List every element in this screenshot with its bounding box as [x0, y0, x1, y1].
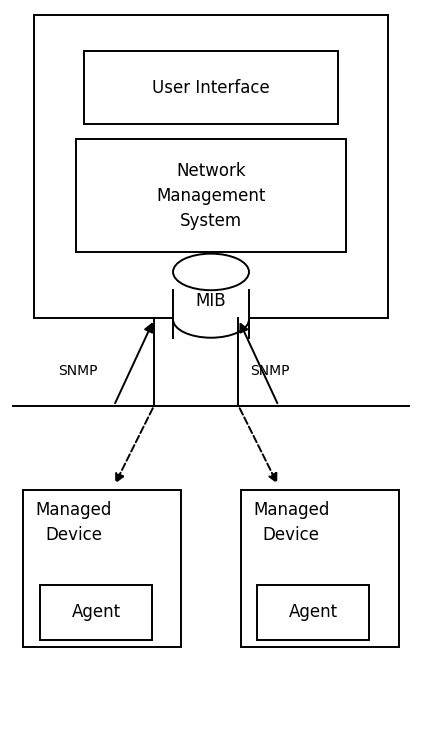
Text: Agent: Agent — [289, 603, 338, 621]
Text: Network
Management
System: Network Management System — [156, 162, 266, 230]
Bar — [84, 51, 338, 124]
Bar — [241, 490, 399, 647]
Bar — [76, 139, 346, 252]
Text: Managed
Device: Managed Device — [253, 501, 329, 544]
Text: SNMP: SNMP — [58, 363, 98, 378]
Text: MIB: MIB — [196, 292, 226, 310]
Ellipse shape — [173, 254, 249, 290]
Text: User Interface: User Interface — [152, 79, 270, 96]
Text: Managed
Device: Managed Device — [36, 501, 112, 544]
Bar — [34, 15, 388, 318]
Bar — [40, 585, 152, 640]
Bar — [257, 585, 369, 640]
Bar — [173, 290, 249, 338]
Bar — [23, 490, 181, 647]
Text: Agent: Agent — [71, 603, 121, 621]
Text: SNMP: SNMP — [250, 363, 290, 378]
